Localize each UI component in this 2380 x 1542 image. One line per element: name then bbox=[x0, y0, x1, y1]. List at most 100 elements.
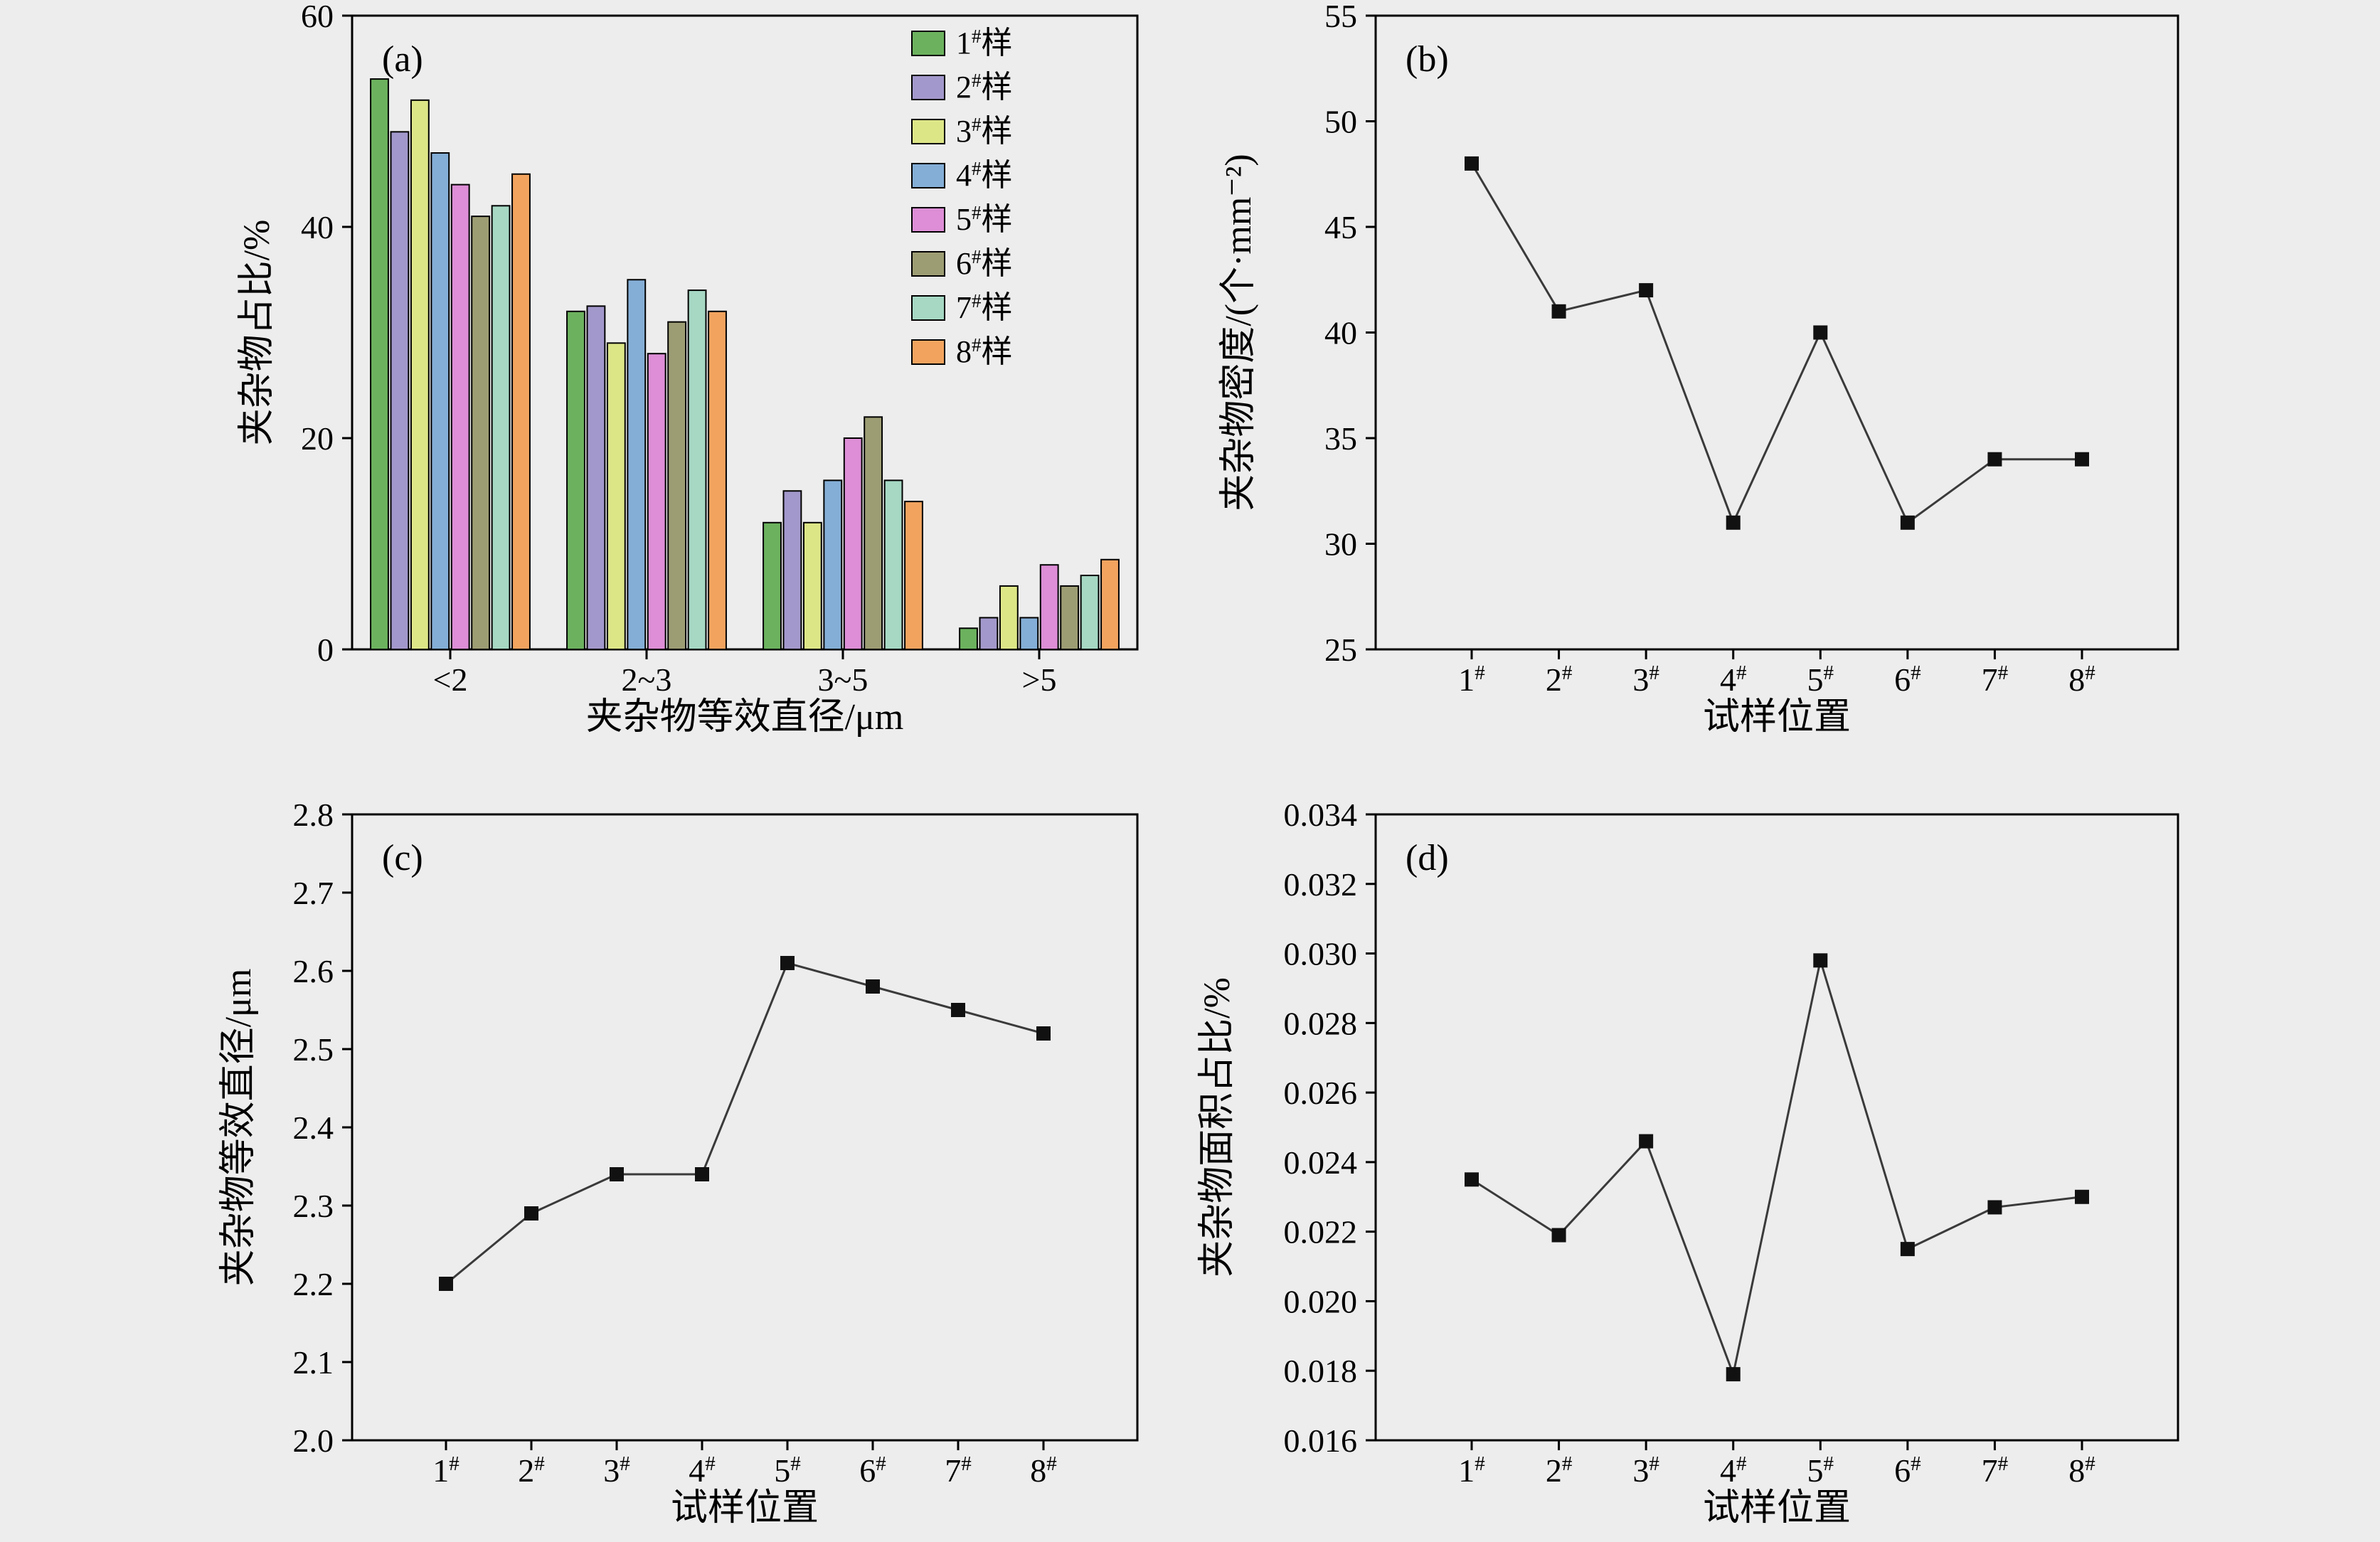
x-tick-label: >5 bbox=[1022, 661, 1057, 698]
square-marker bbox=[2075, 1189, 2089, 1204]
y-tick-label: 2.6 bbox=[293, 953, 334, 989]
y-tick-label: 2.8 bbox=[293, 797, 334, 833]
y-tick-label: 35 bbox=[1324, 420, 1357, 457]
bar bbox=[1019, 617, 1039, 651]
square-marker bbox=[1900, 515, 1915, 530]
x-axis: 1# 2# 3# 4# 5# 6# 7# 8# bbox=[432, 1440, 1057, 1489]
line-chart-area-fraction: 0.016 0.018 0.020 0.022 0.024 0.026 0.028 0.030… bbox=[1197, 797, 2179, 1528]
y-axis-title: 夹杂物密度/(个·mm⁻²) bbox=[1218, 154, 1259, 511]
x-tick-label: 6# bbox=[1894, 661, 1921, 698]
panel-d: 0.016 0.018 0.020 0.022 0.024 0.026 0.028 0.030… bbox=[1190, 771, 2380, 1542]
y-tick-label: 0.034 bbox=[1284, 797, 1358, 833]
y-tick-label: 60 bbox=[301, 0, 334, 34]
bar bbox=[959, 627, 978, 650]
plot-border bbox=[1374, 813, 2179, 1442]
x-tick-label: 2# bbox=[518, 1452, 545, 1489]
x-axis-title: 夹杂物等效直径/μm bbox=[586, 697, 904, 738]
bar-series-4 bbox=[430, 152, 1039, 651]
plot-border bbox=[351, 813, 1139, 1442]
x-tick-label: 1# bbox=[1458, 661, 1485, 698]
line-chart-equivalent-diameter: 2.0 2.1 2.2 2.3 2.4 2.5 2.6 2.7 2.8 1# 2# 3# 4# 5# 6# 7… bbox=[218, 797, 1139, 1528]
bar bbox=[511, 173, 531, 650]
legend-swatch bbox=[911, 31, 945, 56]
y-tick-label: 2.1 bbox=[293, 1344, 334, 1381]
bar bbox=[450, 184, 470, 651]
y-tick-label: 20 bbox=[301, 420, 334, 457]
legend-label: 2#样 bbox=[956, 70, 1013, 105]
line-series bbox=[1465, 156, 2089, 530]
legend-swatch bbox=[911, 295, 945, 321]
y-tick-label: 55 bbox=[1324, 0, 1357, 34]
square-marker bbox=[1813, 325, 1828, 340]
bar bbox=[763, 521, 782, 650]
y-axis-title: 夹杂物面积占比/% bbox=[1197, 977, 1238, 1277]
panel-c: 2.0 2.1 2.2 2.3 2.4 2.5 2.6 2.7 2.8 1# 2# 3# 4# 5# 6# 7… bbox=[0, 771, 1190, 1542]
bar-series-8 bbox=[511, 173, 1120, 651]
x-axis: 1# 2# 3# 4# 5# 6# 7# 8# bbox=[1458, 649, 2095, 698]
square-marker bbox=[1036, 1026, 1051, 1041]
x-tick-label: <2 bbox=[433, 661, 468, 698]
panel-a: 0 20 40 60 <2 2~3 3~5 >5 夹杂物等效直径/μm 夹杂物占比/% (a) 1#样… bbox=[0, 0, 1190, 771]
y-tick-label: 2.0 bbox=[293, 1423, 334, 1459]
x-axis-title: 试样位置 bbox=[671, 1488, 819, 1528]
line-chart-inclusion-density: 25 30 35 40 45 50 55 1# 2# 3# 4# 5# 6# 7# 8# 试样位置 夹杂物密度/… bbox=[1218, 0, 2179, 738]
plot-border bbox=[351, 14, 1139, 651]
square-marker bbox=[1465, 156, 1479, 171]
y-tick-label: 40 bbox=[1324, 315, 1357, 351]
x-axis-title: 试样位置 bbox=[1703, 697, 1851, 738]
bar bbox=[370, 78, 389, 651]
y-tick-label: 2.7 bbox=[293, 875, 334, 911]
legend-swatch bbox=[911, 207, 945, 233]
y-tick-label: 2.3 bbox=[293, 1188, 334, 1224]
y-tick-label: 0.028 bbox=[1284, 1005, 1358, 1041]
x-tick-label: 3# bbox=[603, 1452, 630, 1489]
x-tick-label: 7# bbox=[1982, 661, 2009, 698]
legend-label: 4#样 bbox=[956, 158, 1013, 193]
panel-b: 25 30 35 40 45 50 55 1# 2# 3# 4# 5# 6# 7# 8# 试样位置 夹杂物密度/… bbox=[1190, 0, 2380, 771]
square-marker bbox=[439, 1277, 453, 1291]
panel-label: (c) bbox=[382, 838, 423, 878]
x-tick-label: 7# bbox=[1982, 1452, 2009, 1489]
panel-label: (a) bbox=[382, 39, 423, 80]
bar-series-2 bbox=[390, 131, 999, 651]
square-marker bbox=[1726, 1367, 1741, 1382]
bar bbox=[410, 99, 430, 651]
square-marker bbox=[2075, 452, 2089, 467]
plot-border bbox=[1374, 14, 2179, 651]
legend-label: 3#样 bbox=[956, 114, 1013, 149]
x-tick-label: 5# bbox=[1807, 1452, 1834, 1489]
bar-series-5 bbox=[450, 184, 1059, 651]
y-tick-label: 2.5 bbox=[293, 1031, 334, 1068]
y-tick-label: 0.020 bbox=[1284, 1283, 1358, 1319]
bar bbox=[904, 501, 923, 650]
y-tick-label: 0.022 bbox=[1284, 1214, 1358, 1250]
square-marker bbox=[1465, 1172, 1479, 1187]
bar bbox=[843, 437, 863, 650]
x-tick-label: 8# bbox=[2068, 1452, 2095, 1489]
x-tick-label: 4# bbox=[1720, 1452, 1747, 1489]
bar-series-6 bbox=[471, 216, 1080, 651]
y-axis: 0 20 40 60 bbox=[301, 0, 352, 668]
bar bbox=[1080, 575, 1100, 650]
x-tick-label: 3~5 bbox=[818, 661, 868, 698]
bar bbox=[586, 305, 606, 650]
x-tick-label: 6# bbox=[859, 1452, 886, 1489]
x-axis: 1# 2# 3# 4# 5# 6# 7# 8# bbox=[1458, 1440, 2095, 1489]
y-tick-label: 0.024 bbox=[1284, 1144, 1358, 1181]
y-tick-label: 0.026 bbox=[1284, 1075, 1358, 1111]
bar-series-3 bbox=[410, 99, 1019, 651]
square-marker bbox=[1813, 953, 1828, 968]
square-marker bbox=[1987, 1200, 2002, 1215]
data-line bbox=[1471, 959, 2083, 1378]
x-axis: <2 2~3 3~5 >5 bbox=[433, 649, 1057, 698]
square-marker bbox=[951, 1003, 965, 1017]
y-axis: 2.0 2.1 2.2 2.3 2.4 2.5 2.6 2.7 2.8 bbox=[293, 797, 352, 1459]
bar bbox=[1060, 585, 1080, 651]
bar-series-1 bbox=[370, 78, 978, 651]
legend-swatch bbox=[911, 339, 945, 365]
legend-swatch bbox=[911, 251, 945, 277]
bar bbox=[1100, 558, 1120, 651]
square-marker bbox=[610, 1167, 624, 1181]
legend-label: 1#样 bbox=[956, 26, 1013, 60]
x-tick-label: 2# bbox=[1546, 661, 1573, 698]
